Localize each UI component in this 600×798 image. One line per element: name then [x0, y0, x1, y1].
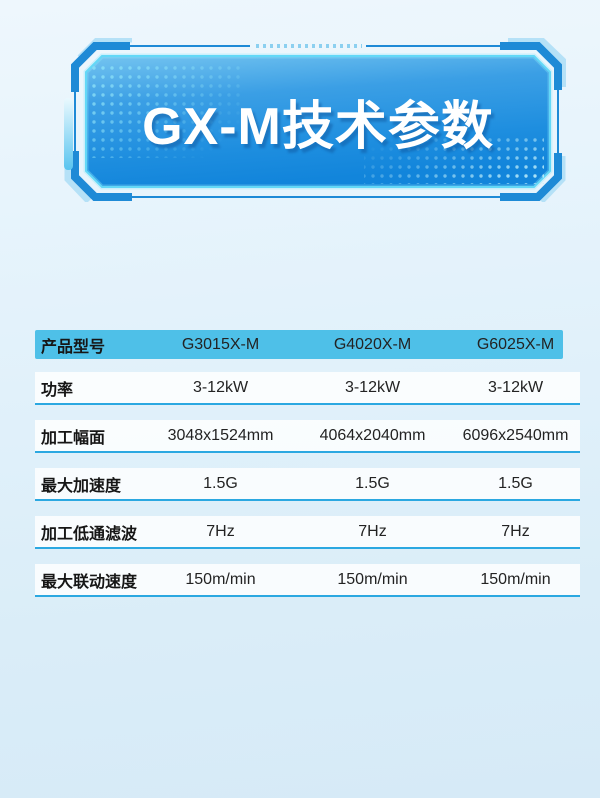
left-accent-bar	[64, 98, 73, 170]
spec-label: 最大加速度	[41, 477, 122, 495]
spec-value: 150m/min	[480, 570, 551, 588]
table-header-row: 产品型号 G3015X-M G4020X-M G6025X-M	[35, 330, 580, 359]
spec-value: 150m/min	[337, 570, 408, 588]
spec-table: 产品型号 G3015X-M G4020X-M G6025X-M 功率 3-12k…	[35, 330, 580, 597]
spec-value: 7Hz	[206, 522, 235, 540]
spec-value: 1.5G	[498, 474, 533, 492]
spec-value: 1.5G	[355, 474, 390, 492]
header-model-3: G6025X-M	[476, 335, 555, 353]
spec-value: 4064x2040mm	[319, 426, 426, 444]
spec-value: 3-12kW	[192, 378, 249, 396]
header-model-1: G3015X-M	[181, 335, 260, 353]
spec-value: 7Hz	[358, 522, 387, 540]
banner-panel-glow-edge	[85, 55, 551, 188]
banner-title-wrap: GX-M技术参数	[86, 56, 550, 187]
spec-label: 最大联动速度	[41, 573, 138, 591]
spec-value: 150m/min	[185, 570, 256, 588]
spec-value: 7Hz	[501, 522, 530, 540]
spec-value: 3-12kW	[344, 378, 401, 396]
page-title: GX-M技术参数	[142, 98, 494, 156]
title-banner: GX-M技术参数	[64, 38, 566, 202]
spec-value: 6096x2540mm	[462, 426, 569, 444]
corner-brackets	[71, 42, 562, 201]
table-row: 功率 3-12kW 3-12kW 3-12kW	[35, 372, 580, 405]
spec-label: 功率	[41, 381, 74, 399]
dot-pattern-bottom-right	[364, 133, 544, 184]
header-label: 产品型号	[41, 338, 106, 356]
spec-value: 3048x1524mm	[167, 426, 274, 444]
table-row: 最大加速度 1.5G 1.5G 1.5G	[35, 468, 580, 501]
dot-pattern-top-left	[92, 63, 242, 158]
table-row: 最大联动速度 150m/min 150m/min 150m/min	[35, 564, 580, 597]
spec-label: 加工低通滤波	[41, 525, 138, 543]
table-row: 加工低通滤波 7Hz 7Hz 7Hz	[35, 516, 580, 549]
spec-label: 加工幅面	[41, 429, 106, 447]
banner-frame-decoration	[64, 38, 566, 202]
spec-value: 1.5G	[203, 474, 238, 492]
spec-value: 3-12kW	[487, 378, 544, 396]
table-row: 加工幅面 3048x1524mm 4064x2040mm 6096x2540mm	[35, 420, 580, 453]
header-bar-background	[35, 330, 563, 359]
header-model-2: G4020X-M	[333, 335, 412, 353]
